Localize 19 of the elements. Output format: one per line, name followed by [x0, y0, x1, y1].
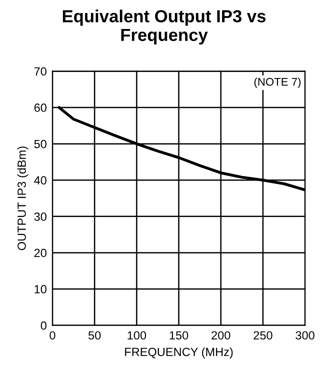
- y-tick-label: 30: [34, 212, 46, 221]
- y-tick-label: 20: [34, 248, 46, 258]
- chart-title: Equivalent Output IP3 vs Frequency: [62, 10, 266, 45]
- x-tick-label: 50: [88, 331, 101, 340]
- x-axis-title: FREQUENCY (MHz): [125, 347, 233, 358]
- x-tick-label: 100: [128, 331, 146, 340]
- x-tick-label: 250: [254, 331, 272, 340]
- y-tick-label: 0: [40, 321, 46, 330]
- y-tick-label: 70: [34, 67, 46, 76]
- y-tick-label: 40: [34, 176, 46, 185]
- annotation: (NOTE 7): [254, 78, 301, 88]
- x-tick-label: 0: [50, 331, 56, 340]
- x-tick-label: 150: [170, 331, 188, 340]
- y-tick-label: 10: [34, 285, 46, 294]
- y-tick-label: 60: [34, 104, 46, 112]
- y-tick-label: 50: [34, 140, 46, 148]
- x-tick-label: 300: [296, 331, 314, 340]
- y-axis-title: OUTPUT IP3 (dBm): [17, 146, 28, 250]
- x-tick-label: 200: [212, 331, 230, 340]
